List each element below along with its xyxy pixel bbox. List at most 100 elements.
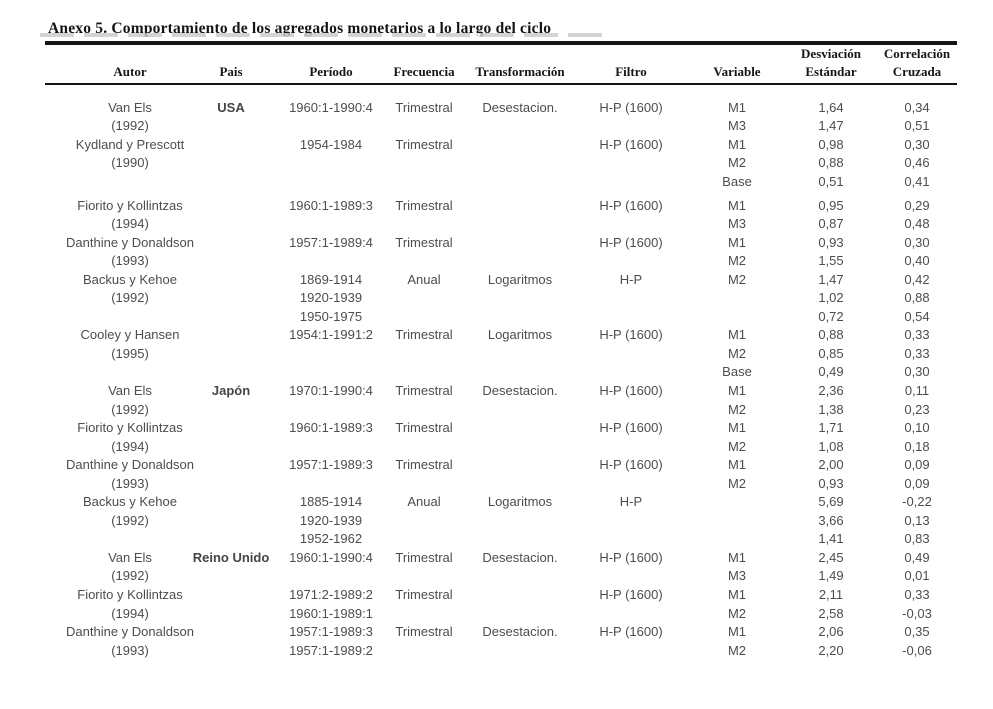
cell-transformacion [433, 474, 607, 493]
table-body: Van Els USA 1960:1-1990:4 Trimestral Desesta… [45, 85, 991, 659]
cell-desviacion: 0,87 [818, 214, 844, 233]
cell-pais [215, 251, 247, 270]
table-row: Kydland y Prescott 1954-1984 Trimestral H-P… [45, 135, 991, 154]
cell-transformacion: Logaritmos [433, 326, 607, 345]
cell-transformacion [433, 511, 607, 530]
table-row: Van Els USA 1960:1-1990:4 Trimestral Desesta… [45, 98, 991, 117]
cell-text: 0,93 [818, 234, 844, 250]
cell-text: USA [217, 99, 245, 115]
cell-correlacion: 0,33 [843, 344, 991, 363]
cell-variable: M1 [655, 196, 819, 215]
cell-text: 0,10 [904, 420, 930, 436]
cell-text: 0,98 [818, 136, 844, 152]
cell-text: H-P (1600) [599, 234, 663, 250]
cell-text: Japón [211, 382, 251, 398]
cell-variable: M1 [655, 326, 819, 345]
cell-periodo: 1960:1-1990:4 [247, 98, 415, 117]
cell-filtro: H-P (1600) [599, 233, 662, 252]
cell-transformacion [433, 344, 607, 363]
cell-periodo [247, 400, 415, 419]
cell-text: 0,40 [904, 253, 930, 269]
cell-correlacion: 0,41 [843, 172, 991, 191]
col-header-autor: Autor [45, 63, 215, 84]
cell-filtro [607, 437, 655, 456]
cell-text: 0,87 [818, 216, 844, 232]
cell-frecuencia [415, 567, 433, 586]
cell-text: Anual [407, 271, 441, 287]
cell-text: 1,71 [818, 420, 844, 436]
cell-periodo [247, 344, 415, 363]
cell-desviacion: 0,72 [818, 307, 843, 326]
cell-frecuencia [415, 604, 433, 623]
cell-text: Desestacion. [482, 624, 558, 640]
cell-variable: M2 [655, 604, 819, 623]
cell-text: Kydland y Prescott [75, 136, 185, 152]
cell-pais [215, 400, 247, 419]
cell-desviacion: 0,49 [818, 363, 843, 382]
cell-frecuencia: Trimestral [395, 381, 452, 400]
cell-text: 0,46 [904, 155, 930, 171]
cell-text: 0,18 [904, 438, 930, 454]
cell-frecuencia: Trimestral [395, 585, 452, 604]
cell-periodo: 1960:1-1990:4 [247, 548, 415, 567]
cell-frecuencia: Trimestral [395, 622, 452, 641]
cell-autor: Fiorito y Kollintzas [45, 585, 215, 604]
table-row: Fiorito y Kollintzas 1960:1-1989:3 Trimest… [45, 196, 991, 215]
cell-variable: M1 [655, 548, 819, 567]
cell-text: Base [722, 173, 752, 189]
cell-pais [215, 437, 247, 456]
cell-filtro: H-P (1600) [599, 326, 662, 345]
cell-variable: M2 [655, 400, 819, 419]
table-row: (1993) M2 0,93 0,09 [45, 474, 991, 493]
cell-desviacion: 2,00 [818, 455, 843, 474]
cell-autor: Fiorito y Kollintzas [45, 196, 215, 215]
col-header-text: Período [309, 63, 353, 79]
cell-text: 0,83 [904, 531, 930, 547]
cell-variable: Base [655, 363, 819, 382]
col-header-filtro: Filtro [607, 63, 655, 84]
table-row: Base 0,51 0,41 [45, 172, 991, 191]
cell-periodo: 1960:1-1989:3 [247, 418, 415, 437]
col-header-frecuencia: Frecuencia [393, 63, 454, 84]
cell-autor [45, 363, 215, 382]
cell-text: 0,33 [904, 345, 930, 361]
cell-text: Trimestral [395, 327, 453, 343]
cell-variable [655, 288, 819, 307]
cell-text: 0,93 [818, 475, 844, 491]
cell-frecuencia [415, 474, 433, 493]
cell-frecuencia [415, 344, 433, 363]
table-row: (1992) 1920-1939 1,02 0,88 [45, 288, 991, 307]
cell-correlacion: 0,13 [843, 511, 991, 530]
cell-desviacion: 1,38 [818, 400, 843, 419]
cell-text: 1960:1-1990:4 [289, 549, 373, 565]
table-row: Danthine y Donaldson 1957:1-1989:4 Trimest… [45, 233, 991, 252]
cell-autor: (1993) [45, 474, 215, 493]
table-row: (1994) 1960:1-1989:1 M2 2,58 -0,03 [45, 604, 991, 623]
cell-text: 0,23 [904, 401, 930, 417]
cell-text: Trimestral [395, 586, 453, 602]
cell-text: M3 [727, 568, 747, 584]
cell-periodo: 1971:2-1989:2 [247, 585, 415, 604]
cell-text: 1920-1939 [299, 290, 363, 306]
cell-variable: M2 [655, 270, 819, 289]
cell-variable: M3 [655, 567, 819, 586]
cell-autor: (1994) [45, 604, 215, 623]
cell-correlacion: 0,42 [843, 270, 991, 289]
cell-transformacion [433, 641, 607, 660]
cell-text: 2,06 [818, 624, 844, 640]
cell-filtro [607, 641, 655, 660]
cell-text: 1971:2-1989:2 [289, 586, 373, 602]
cell-transformacion [433, 214, 607, 233]
cell-text: M2 [727, 401, 747, 417]
cell-text: 1957:1-1989:4 [289, 234, 373, 250]
cell-desviacion: 0,93 [818, 233, 844, 252]
cell-text: 0,51 [818, 173, 844, 189]
cell-periodo: 1920-1939 [247, 288, 415, 307]
col-header-text: Pais [219, 63, 243, 79]
cell-correlacion: 0,09 [843, 455, 991, 474]
cell-transformacion: Desestacion. [433, 98, 607, 117]
cell-correlacion: 0,34 [843, 98, 991, 117]
cell-transformacion: Logaritmos [433, 270, 607, 289]
cell-text: Desestacion. [482, 382, 558, 398]
cell-text: H-P (1600) [599, 382, 663, 398]
